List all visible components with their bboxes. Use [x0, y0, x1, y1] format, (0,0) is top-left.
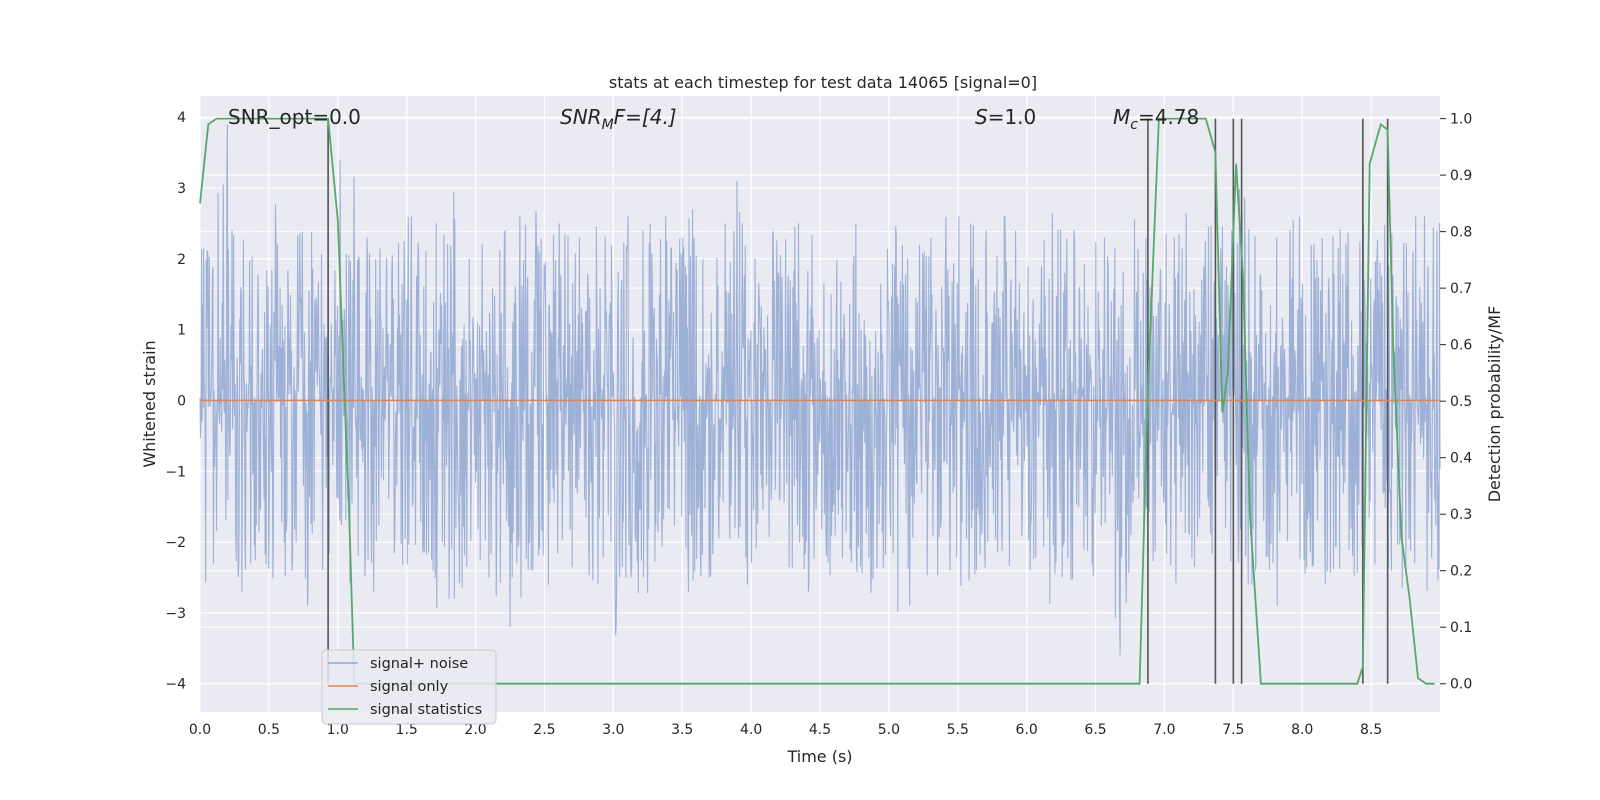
y-tick-label: −2	[165, 535, 186, 551]
x-tick-label: 5.5	[947, 722, 969, 738]
annotation-snr-opt: SNR_opt=0.0	[228, 105, 361, 129]
legend-label-signal-noise: signal+ noise	[370, 656, 468, 672]
x-tick-label: 8.0	[1291, 722, 1313, 738]
x-axis-label: Time (s)	[786, 747, 852, 766]
y2-tick-labels: 1.0 0.9 0.8 0.7 0.6 0.5 0.4 0.3 0.2 0.1 0.0	[1440, 112, 1472, 693]
y-tick-label: 3	[177, 181, 186, 197]
y2-tick-label: 0.7	[1450, 281, 1472, 297]
y-tick-label: 4	[177, 110, 186, 126]
chart-title: stats at each timestep for test data 140…	[609, 73, 1037, 92]
x-tick-label: 4.0	[740, 722, 762, 738]
annotation-snr-mf: SNRMF=[4.]	[560, 105, 677, 133]
x-tick-label: 5.0	[878, 722, 900, 738]
legend-label-signal-statistics: signal statistics	[370, 702, 482, 718]
x-tick-label: 8.5	[1360, 722, 1382, 738]
legend: signal+ noise signal only signal statist…	[321, 649, 497, 725]
x-tick-label: 0.0	[189, 722, 211, 738]
y-axis-label: Whitened strain	[140, 340, 159, 467]
x-tick-label: 7.0	[1153, 722, 1175, 738]
y2-axis-label: Detection probability/MF	[1485, 306, 1504, 503]
y2-tick-label: 0.8	[1450, 225, 1472, 241]
annotation-mc: Mc=4.78	[1113, 105, 1199, 133]
x-tick-label: 2.5	[533, 722, 555, 738]
annotation-s: S=1.0	[975, 105, 1036, 129]
x-tick-label: 3.5	[671, 722, 693, 738]
y2-tick-label: 0.5	[1450, 394, 1472, 410]
x-tick-label: 6.5	[1084, 722, 1106, 738]
legend-label-signal-only: signal only	[370, 679, 449, 695]
y-tick-label: −1	[165, 464, 186, 480]
y2-tick-label: 0.9	[1450, 168, 1472, 184]
x-tick-label: 2.0	[464, 722, 486, 738]
y2-tick-label: 0.0	[1450, 677, 1472, 693]
y-tick-label: 1	[177, 323, 186, 339]
y2-tick-label: 1.0	[1450, 112, 1472, 128]
series-signal-statistics	[199, 117, 1435, 685]
legend-box	[321, 649, 497, 725]
y-tick-labels: 4 3 2 1 0 −1 −2 −3 −4	[165, 110, 186, 692]
y2-tick-label: 0.3	[1450, 507, 1472, 523]
signal-statistics-line	[199, 117, 1435, 685]
x-tick-label: 6.0	[1016, 722, 1038, 738]
x-tick-labels: 0.0 0.5 1.0 1.5 2.0 2.5 3.0 3.5 4.0 4.5 5.0 5.5 6.0 6…	[189, 722, 1382, 738]
y2-tick-label: 0.6	[1450, 338, 1472, 354]
y-tick-label: −4	[165, 677, 186, 693]
y2-tick-label: 0.2	[1450, 564, 1472, 580]
x-tick-label: 7.5	[1222, 722, 1244, 738]
y-tick-label: −3	[165, 606, 186, 622]
y2-tick-label: 0.4	[1450, 451, 1472, 467]
x-tick-label: 1.5	[396, 722, 418, 738]
x-tick-label: 1.0	[327, 722, 349, 738]
x-tick-label: 0.5	[258, 722, 280, 738]
x-tick-label: 3.0	[602, 722, 624, 738]
x-tick-label: 4.5	[809, 722, 831, 738]
y2-tick-label: 0.1	[1450, 620, 1472, 636]
y-tick-label: 2	[177, 252, 186, 268]
y-tick-label: 0	[177, 393, 186, 409]
